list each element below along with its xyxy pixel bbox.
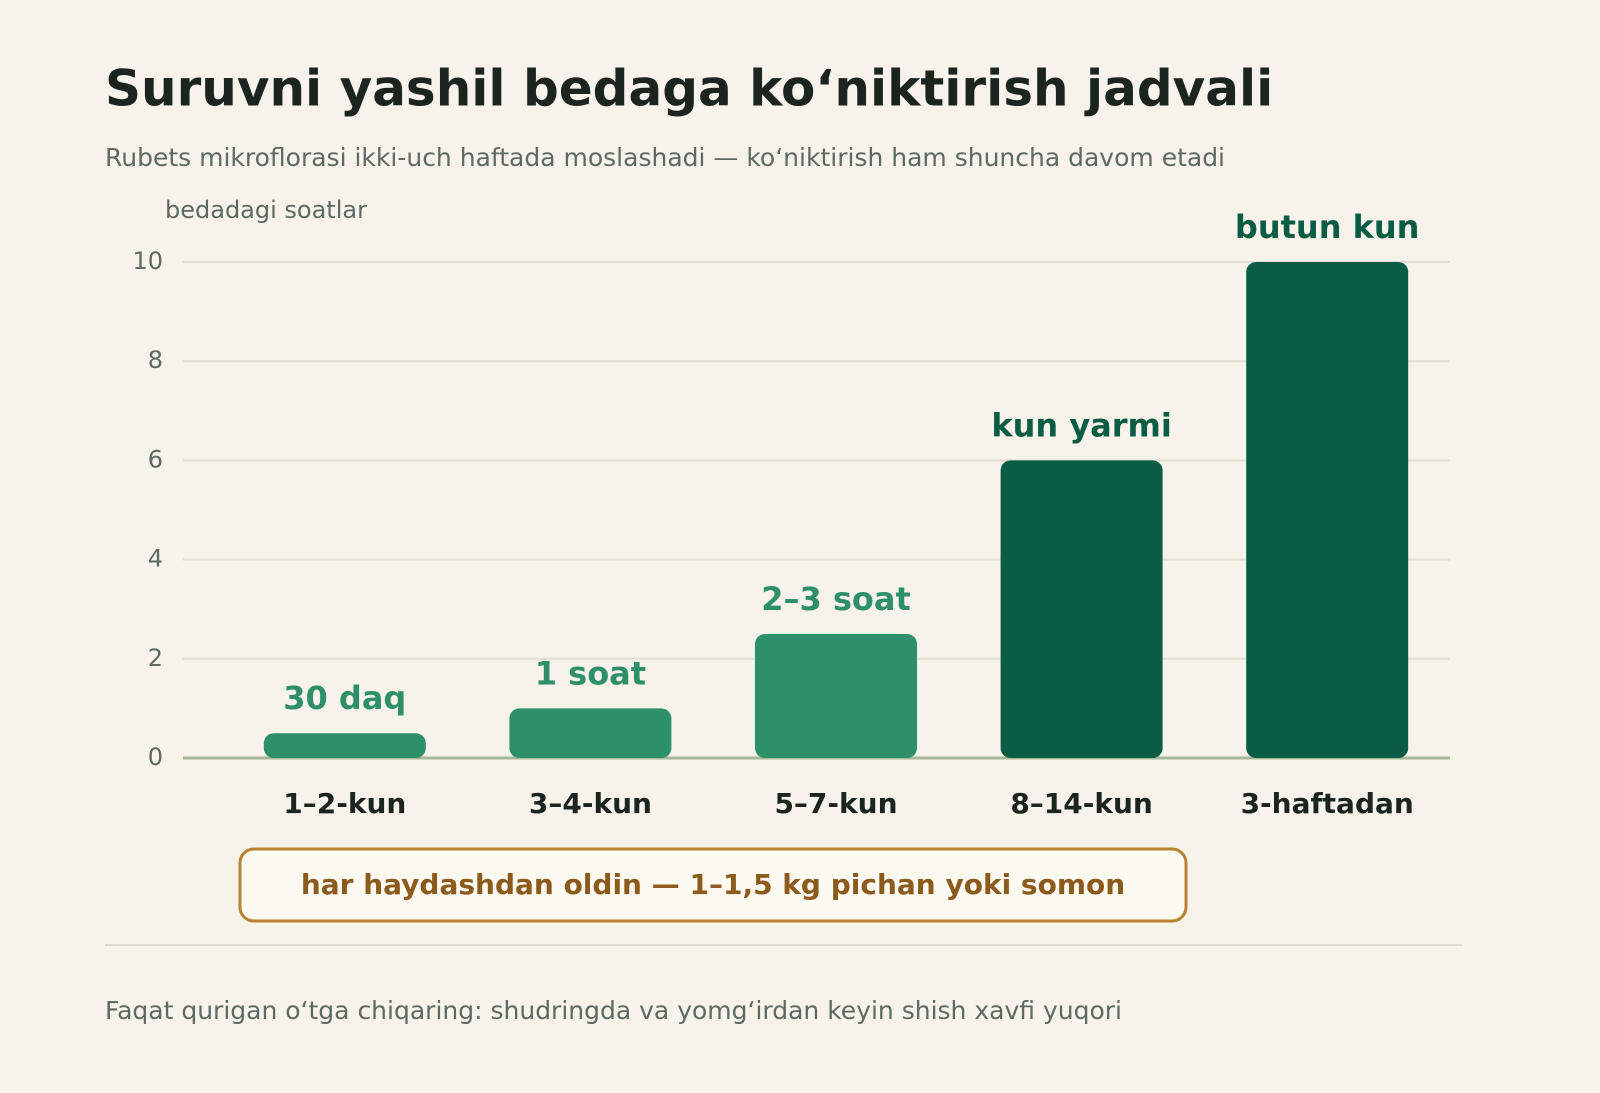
bar [1246, 262, 1409, 758]
plot-area: 0 2 4 6 8 10 1–2-kun 30 daq 3–4-kun 1 soat 5–7-kun… [132, 208, 1450, 820]
value-label: 1 soat [535, 654, 646, 692]
value-label: 30 daq [283, 679, 406, 717]
footnote: Faqat qurigan oʻtga chiqaring: shudringd… [105, 996, 1122, 1025]
annotation: har haydashdan oldin — 1–1,5 kg pichan y… [301, 868, 1125, 901]
x-tick-label: 3-haftadan [1241, 787, 1414, 820]
x-tick-label: 1–2-kun [283, 787, 406, 820]
annotation-box [238, 847, 1188, 923]
bar [509, 708, 672, 758]
bar [263, 733, 426, 758]
y-axis-label: bedadagi soatlar [165, 196, 367, 224]
y-tick-label: 8 [148, 346, 163, 374]
chart-title: Suruvni yashil bedaga koʻniktirish jadva… [105, 60, 1273, 118]
value-label: butun kun [1235, 208, 1420, 246]
y-tick-label: 0 [148, 743, 163, 771]
bar [755, 634, 917, 758]
y-tick-label: 6 [148, 445, 163, 473]
y-tick-label: 2 [148, 644, 163, 672]
x-tick-label: 8–14-kun [1010, 787, 1153, 820]
x-tick-label: 5–7-kun [774, 787, 897, 820]
chart-subtitle: Rubets mikroflorasi ikki-uch haftada mos… [105, 143, 1225, 172]
x-tick-label: 3–4-kun [529, 787, 652, 820]
y-tick-label: 4 [148, 545, 163, 573]
bar [1000, 460, 1163, 758]
value-label: kun yarmi [991, 406, 1172, 444]
value-label: 2–3 soat [761, 580, 911, 618]
y-tick-label: 10 [132, 247, 163, 275]
